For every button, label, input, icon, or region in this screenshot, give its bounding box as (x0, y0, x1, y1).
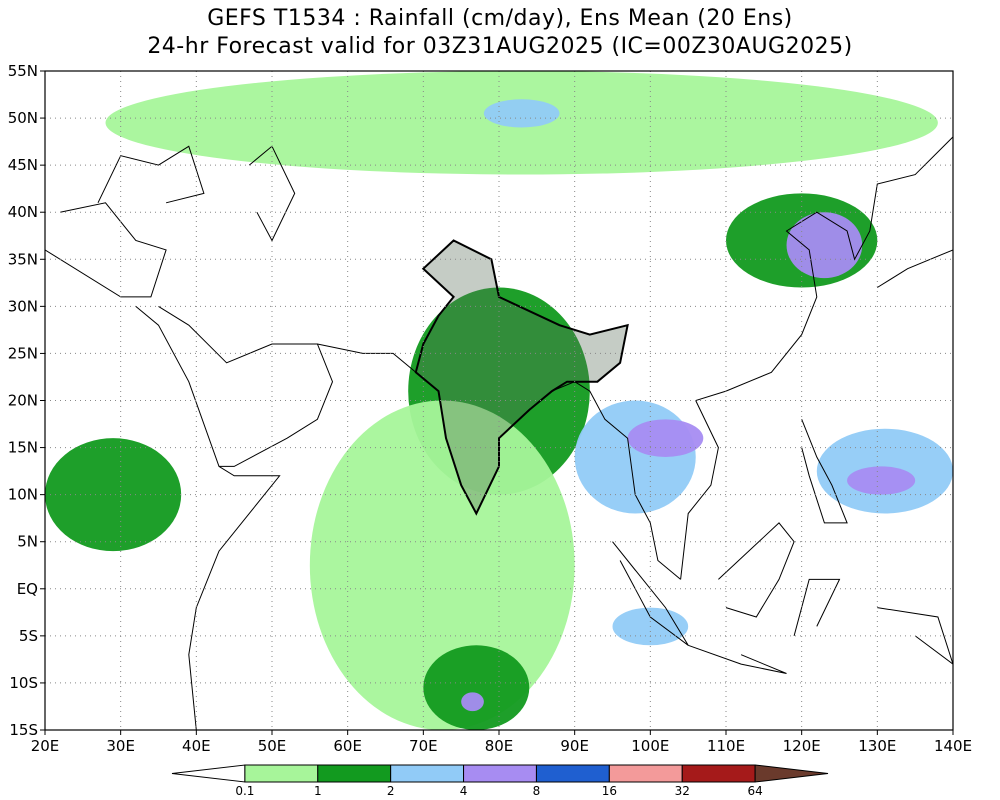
colorbar-segment (317, 764, 392, 783)
colorbar-segment (608, 764, 683, 783)
map-title-line2: 24-hr Forecast valid for 03Z31AUG2025 (I… (147, 34, 853, 59)
lat-label: 10S (9, 674, 38, 692)
coastline-8 (877, 174, 953, 288)
colorbar-segment (171, 764, 246, 783)
colorbar-label: 1 (314, 784, 322, 798)
colorbar-segment (390, 764, 465, 783)
longitude-labels: 20E 30E 40E 50E 60E 70E 80E 90E 100E 110E 120E 130E… (31, 730, 972, 755)
rain-region-myanmar-purple (627, 419, 704, 457)
colorbar: 0.1 1 2 4 8 16 32 64 (171, 764, 829, 798)
colorbar-segment (681, 764, 756, 783)
rain-region-arctic-blue-patch (483, 99, 560, 128)
lon-label: 110E (707, 737, 745, 755)
lon-label: 20E (31, 737, 60, 755)
coastline-2 (158, 305, 334, 467)
lon-label: 50E (258, 737, 287, 755)
colorbar-label: 32 (675, 784, 690, 798)
coastline-1 (135, 306, 281, 730)
lat-label: 25N (8, 344, 38, 362)
lat-label: 5N (17, 533, 38, 551)
colorbar-label: 64 (747, 784, 762, 798)
lat-label: 20N (8, 392, 38, 410)
coastline-6 (688, 644, 787, 674)
coastline-11 (877, 607, 953, 665)
colorbar-segment (754, 764, 829, 783)
lat-label: 30N (8, 297, 38, 315)
colorbar-segment (244, 764, 319, 783)
colorbar-label: 4 (460, 784, 468, 798)
coastline-13 (248, 145, 296, 242)
lon-label: 30E (106, 737, 135, 755)
lat-label: 50N (8, 109, 38, 127)
lat-label: 5S (19, 627, 38, 645)
colorbar-segment (535, 764, 610, 783)
lat-label: EQ (17, 580, 38, 598)
rain-region-indian-ocean-purple (461, 692, 484, 712)
coastlines (45, 136, 953, 730)
colorbar-segment (463, 764, 537, 783)
lat-label: 10N (8, 486, 38, 504)
coastline-9 (718, 522, 795, 618)
lat-label: 40N (8, 203, 38, 221)
map-title-line1: GEFS T1534 : Rainfall (cm/day), Ens Mean… (207, 6, 793, 31)
lon-label: 40E (182, 737, 211, 755)
lat-label: 35N (8, 250, 38, 268)
lat-label: 55N (8, 62, 38, 80)
rain-region-bay-of-bengal-blue (574, 400, 696, 514)
lat-label: 15S (9, 721, 38, 739)
lat-label: 15N (8, 439, 38, 457)
lon-label: 130E (858, 737, 896, 755)
lon-label: 140E (934, 737, 972, 755)
colorbar-label: 2 (387, 784, 395, 798)
rain-region-east-africa-green (45, 438, 182, 552)
lat-label: 45N (8, 156, 38, 174)
rain-region-philippines-purple (847, 466, 916, 495)
coastline-7 (801, 419, 848, 524)
coastline-5 (612, 541, 689, 646)
lon-label: 60E (333, 737, 362, 755)
latitude-labels: 55N 50N 45N 40N 35N 30N 25N 20N 15N 10N 5N EQ 5S 10S 1… (8, 62, 45, 739)
india-outline (414, 239, 629, 516)
rain-layer (45, 71, 953, 730)
rain-region-indian-ocean-south (423, 645, 530, 730)
colorbar-label: 16 (602, 784, 617, 798)
coastline-4 (680, 136, 953, 580)
lon-label: 100E (631, 737, 669, 755)
coastline-12 (97, 145, 205, 204)
colorbar-label: 0.1 (235, 784, 254, 798)
lon-label: 90E (560, 737, 589, 755)
lon-label: 80E (485, 737, 514, 755)
rain-region-arabian-sea-light (309, 400, 575, 730)
coastline-10 (793, 578, 841, 637)
lon-label: 120E (783, 737, 821, 755)
lon-label: 70E (409, 737, 438, 755)
colorbar-label: 8 (533, 784, 541, 798)
